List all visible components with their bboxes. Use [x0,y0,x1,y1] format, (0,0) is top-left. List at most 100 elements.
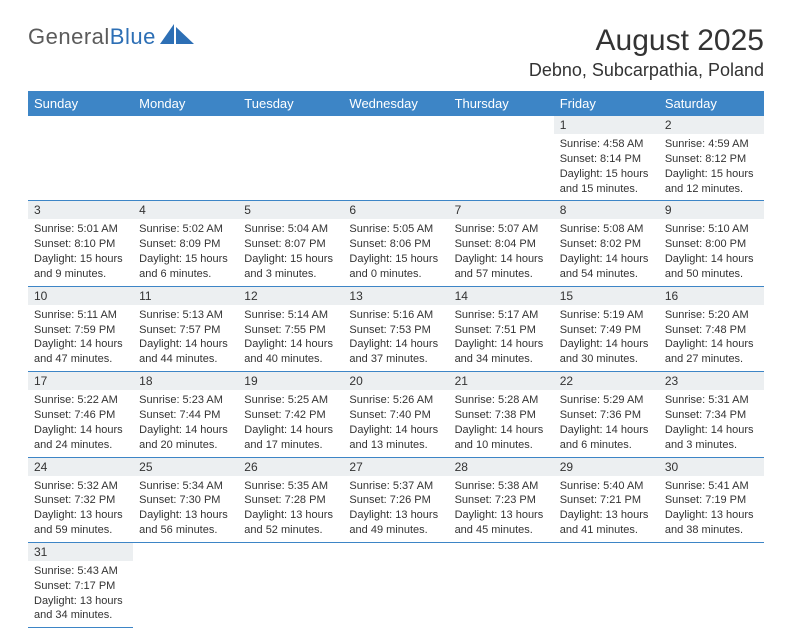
day-cell: 11Sunrise: 5:13 AMSunset: 7:57 PMDayligh… [133,286,238,371]
daylight-text: Daylight: 14 hours and 54 minutes. [560,252,653,282]
sunrise-text: Sunrise: 5:23 AM [139,393,232,408]
day-cell [343,116,448,201]
day-data: Sunrise: 5:07 AMSunset: 8:04 PMDaylight:… [449,219,554,285]
daylight-text: Daylight: 14 hours and 37 minutes. [349,337,442,367]
daylight-text: Daylight: 14 hours and 10 minutes. [455,423,548,453]
day-number: 28 [449,458,554,476]
day-number: 27 [343,458,448,476]
logo-word2: Blue [110,24,156,49]
sunset-text: Sunset: 7:49 PM [560,323,653,338]
daylight-text: Daylight: 14 hours and 57 minutes. [455,252,548,282]
daylight-text: Daylight: 13 hours and 45 minutes. [455,508,548,538]
day-cell: 12Sunrise: 5:14 AMSunset: 7:55 PMDayligh… [238,286,343,371]
day-number: 10 [28,287,133,305]
sunset-text: Sunset: 7:34 PM [665,408,758,423]
day-number: 19 [238,372,343,390]
location: Debno, Subcarpathia, Poland [529,60,764,81]
day-data: Sunrise: 5:01 AMSunset: 8:10 PMDaylight:… [28,219,133,285]
day-cell: 18Sunrise: 5:23 AMSunset: 7:44 PMDayligh… [133,372,238,457]
daylight-text: Daylight: 13 hours and 41 minutes. [560,508,653,538]
daylight-text: Daylight: 15 hours and 3 minutes. [244,252,337,282]
sunrise-text: Sunrise: 5:05 AM [349,222,442,237]
day-number: 20 [343,372,448,390]
sunset-text: Sunset: 8:07 PM [244,237,337,252]
sunrise-text: Sunrise: 5:25 AM [244,393,337,408]
sunset-text: Sunset: 7:36 PM [560,408,653,423]
daylight-text: Daylight: 13 hours and 49 minutes. [349,508,442,538]
day-cell [449,116,554,201]
day-cell [343,542,448,627]
week-row: 10 Sunrise: 5:11 AMSunset: 7:59 PM Dayligh… [28,286,764,371]
sunset-text: Sunset: 8:00 PM [665,237,758,252]
sunrise-text: Sunrise: 5:14 AM [244,308,337,323]
logo-sail-icon [160,24,196,44]
day-number: 23 [659,372,764,390]
day-data: Sunrise: 5:38 AMSunset: 7:23 PMDaylight:… [449,476,554,542]
sunset-text: Sunset: 7:19 PM [665,493,758,508]
day-data: Sunrise: 5:13 AMSunset: 7:57 PMDaylight:… [133,305,238,371]
day-number: 26 [238,458,343,476]
sunrise-text: Sunrise: 5:41 AM [665,479,758,494]
sunrise-text: Sunrise: 5:13 AM [139,308,232,323]
daylight-text: Daylight: 14 hours and 30 minutes. [560,337,653,367]
sunset-text: Sunset: 7:55 PM [244,323,337,338]
week-row: 24Sunrise: 5:32 AMSunset: 7:32 PMDayligh… [28,457,764,542]
day-cell: 1Sunrise: 4:58 AMSunset: 8:14 PMDaylight… [554,116,659,201]
daylight-text: Daylight: 13 hours and 52 minutes. [244,508,337,538]
day-cell [659,542,764,627]
day-cell [238,116,343,201]
sunset-text: Sunset: 7:51 PM [455,323,548,338]
day-data: Sunrise: 5:10 AMSunset: 8:00 PMDaylight:… [659,219,764,285]
daylight-text: Daylight: 15 hours and 0 minutes. [349,252,442,282]
daylight-text: Daylight: 14 hours and 50 minutes. [665,252,758,282]
sunset-text: Sunset: 7:32 PM [34,493,127,508]
week-row: 31Sunrise: 5:43 AMSunset: 7:17 PMDayligh… [28,542,764,627]
day-data: Sunrise: 5:05 AMSunset: 8:06 PMDaylight:… [343,219,448,285]
daylight-text: Daylight: 13 hours and 38 minutes. [665,508,758,538]
weekday-header: Monday [133,91,238,116]
sunrise-text: Sunrise: 5:17 AM [455,308,548,323]
day-cell: 10Sunrise: 5:11 AMSunset: 7:59 PMDayligh… [28,286,133,371]
sunset-text: Sunset: 8:09 PM [139,237,232,252]
sunrise-text: Sunrise: 5:07 AM [455,222,548,237]
sunrise-text: Sunrise: 5:04 AM [244,222,337,237]
day-cell: 13Sunrise: 5:16 AMSunset: 7:53 PMDayligh… [343,286,448,371]
day-number: 7 [449,201,554,219]
weekday-header: Friday [554,91,659,116]
day-cell: 26Sunrise: 5:35 AMSunset: 7:28 PMDayligh… [238,457,343,542]
day-data: Sunrise: 5:02 AMSunset: 8:09 PMDaylight:… [133,219,238,285]
page: GeneralBlue August 2025 Debno, Subcarpat… [0,0,792,612]
day-cell: 14Sunrise: 5:17 AMSunset: 7:51 PMDayligh… [449,286,554,371]
day-data: Sunrise: 4:59 AMSunset: 8:12 PMDaylight:… [659,134,764,200]
day-number: 21 [449,372,554,390]
day-data: Sunrise: 4:58 AMSunset: 8:14 PMDaylight:… [554,134,659,200]
sunset-text: Sunset: 7:40 PM [349,408,442,423]
day-number: 2 [659,116,764,134]
sunrise-text: Sunrise: 5:11 AM [34,308,127,323]
sunset-text: Sunset: 8:12 PM [665,152,758,167]
daylight-text: Daylight: 13 hours and 59 minutes. [34,508,127,538]
week-row: 1Sunrise: 4:58 AMSunset: 8:14 PMDaylight… [28,116,764,201]
daylight-text: Daylight: 15 hours and 9 minutes. [34,252,127,282]
day-data: Sunrise: 5:14 AMSunset: 7:55 PMDaylight:… [238,305,343,371]
day-cell [133,116,238,201]
sunset-text: Sunset: 8:14 PM [560,152,653,167]
day-cell: 20Sunrise: 5:26 AMSunset: 7:40 PMDayligh… [343,372,448,457]
sunset-text: Sunset: 7:42 PM [244,408,337,423]
sunset-text: Sunset: 7:59 PM [34,323,127,338]
sunrise-text: Sunrise: 5:40 AM [560,479,653,494]
day-data: Sunrise: 5:32 AMSunset: 7:32 PMDaylight:… [28,476,133,542]
day-cell: 9Sunrise: 5:10 AMSunset: 8:00 PMDaylight… [659,201,764,286]
daylight-text: Daylight: 15 hours and 6 minutes. [139,252,232,282]
sunset-text: Sunset: 8:06 PM [349,237,442,252]
daylight-text: Daylight: 14 hours and 20 minutes. [139,423,232,453]
sunrise-text: Sunrise: 5:20 AM [665,308,758,323]
day-cell: 23Sunrise: 5:31 AMSunset: 7:34 PMDayligh… [659,372,764,457]
sunrise-text: Sunrise: 5:08 AM [560,222,653,237]
day-cell [28,116,133,201]
day-cell: 30Sunrise: 5:41 AMSunset: 7:19 PMDayligh… [659,457,764,542]
day-number: 12 [238,287,343,305]
day-number: 8 [554,201,659,219]
daylight-text: Daylight: 14 hours and 27 minutes. [665,337,758,367]
day-cell: 8Sunrise: 5:08 AMSunset: 8:02 PMDaylight… [554,201,659,286]
